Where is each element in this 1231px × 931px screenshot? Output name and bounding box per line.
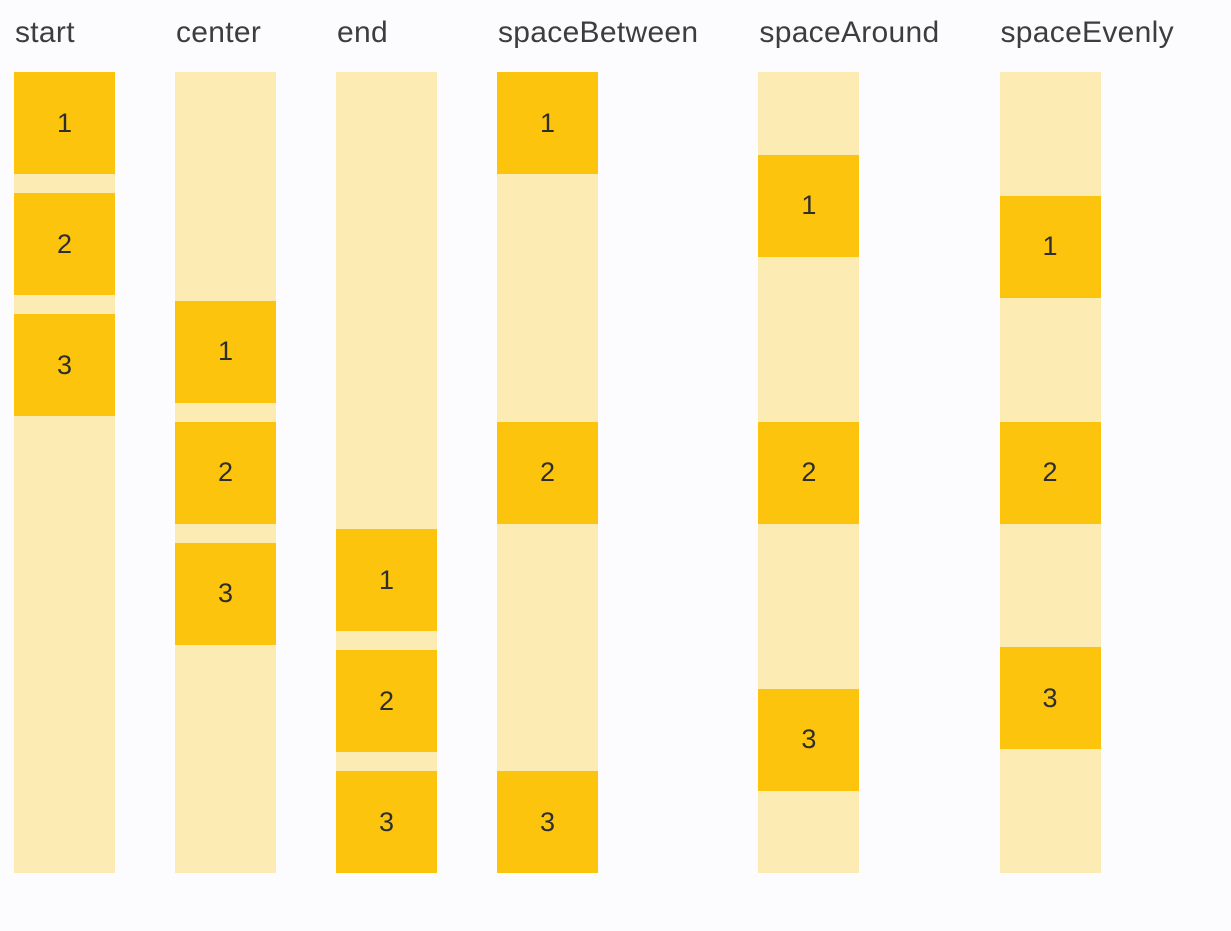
flex-item: 1	[758, 154, 860, 257]
flex-item: 3	[175, 542, 276, 645]
column-title-end: end	[337, 16, 388, 49]
flex-item: 3	[497, 771, 598, 873]
flex-item: 1	[336, 529, 437, 631]
alignment-columns-row: start 1 2 3 center 1 2 3 end 1 2 3	[14, 14, 1231, 873]
flex-item: 3	[14, 314, 115, 416]
column-end: end 1 2 3	[336, 14, 437, 873]
flex-track-center: 1 2 3	[175, 72, 276, 873]
flex-item: 3	[758, 688, 860, 791]
flex-item: 2	[336, 650, 437, 752]
flex-track-end: 1 2 3	[336, 72, 437, 873]
column-space-between: spaceBetween 1 2 3	[497, 14, 698, 873]
flex-item: 3	[336, 771, 437, 873]
flex-item: 2	[175, 421, 276, 524]
column-center: center 1 2 3	[175, 14, 276, 873]
column-title-space-around: spaceAround	[759, 16, 940, 49]
flex-item: 2	[497, 421, 598, 524]
column-title-center: center	[176, 16, 262, 49]
flex-item: 2	[999, 421, 1101, 524]
column-space-around: spaceAround 1 2 3	[758, 14, 939, 873]
flex-track-space-between: 1 2 3	[497, 72, 598, 873]
flex-item: 2	[758, 421, 860, 524]
flex-item: 2	[14, 193, 115, 295]
column-title-space-between: spaceBetween	[498, 16, 699, 49]
flex-track-space-evenly: 1 2 3	[999, 72, 1101, 873]
flex-item: 1	[14, 72, 115, 174]
column-title-start: start	[15, 16, 75, 49]
flex-item: 1	[497, 72, 598, 174]
column-space-evenly: spaceEvenly 1 2 3	[999, 14, 1174, 873]
flex-item: 3	[999, 647, 1101, 750]
column-start: start 1 2 3	[14, 14, 115, 873]
flex-item: 1	[175, 300, 276, 403]
flex-item: 1	[999, 195, 1101, 298]
flex-track-start: 1 2 3	[14, 72, 115, 873]
flex-track-space-around: 1 2 3	[758, 72, 860, 873]
column-title-space-evenly: spaceEvenly	[1000, 16, 1174, 49]
